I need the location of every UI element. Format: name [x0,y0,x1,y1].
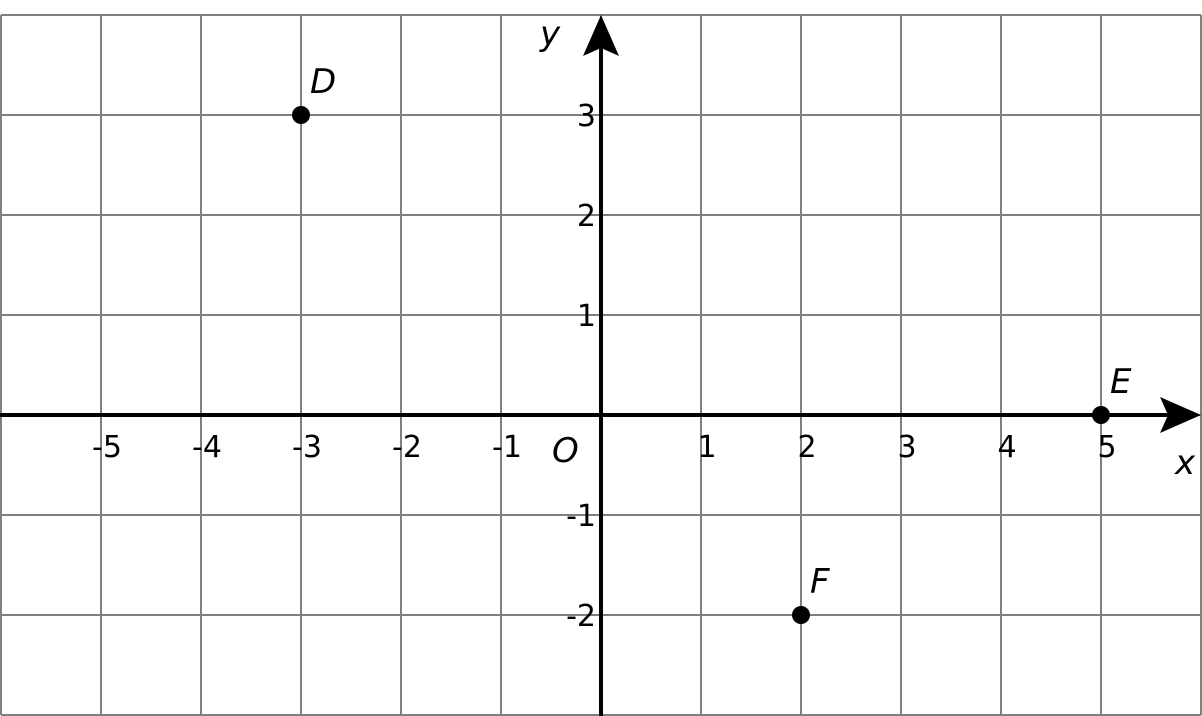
x-tick-label: 2 [797,430,816,465]
point-F [792,606,810,624]
x-tick-label: 5 [1097,430,1116,465]
point-label-F: F [810,562,830,602]
axes [0,15,1201,716]
y-tick-label: -1 [566,499,596,534]
y-axis-arrow-icon [583,15,619,56]
x-axis-arrow-icon [1160,397,1201,433]
y-tick-label: 3 [577,99,596,134]
point-D [292,106,310,124]
x-tick-label: -1 [492,430,522,465]
x-tick-label: -2 [392,430,422,465]
y-tick-label: -2 [566,599,596,634]
x-tick-label: -4 [192,430,222,465]
y-axis-label: y [539,14,561,54]
tick-labels: -5 -4 -3 -2 -1 1 2 3 4 5 -2 -1 1 2 3 [92,99,1117,634]
x-tick-label: -5 [92,430,122,465]
point-label-E: E [1110,362,1132,402]
point-label-D: D [310,62,336,102]
x-tick-label: 4 [997,430,1016,465]
y-tick-label: 2 [577,199,596,234]
x-tick-label: -3 [292,430,322,465]
x-tick-label: 1 [697,430,716,465]
y-tick-label: 1 [577,299,596,334]
point-E [1092,406,1110,424]
origin-label: O [552,431,579,471]
x-tick-label: 3 [897,430,916,465]
points: D E F [292,62,1132,624]
x-axis-label: x [1174,443,1196,483]
